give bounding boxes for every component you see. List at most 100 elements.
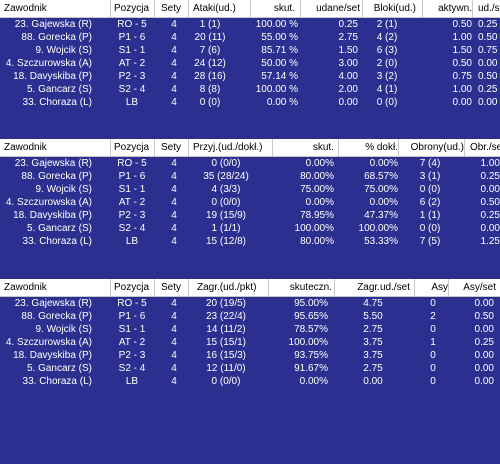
column-separator[interactable] (338, 139, 339, 156)
value-cell: 6 (2) (419, 197, 441, 208)
sets-cell: 4 (171, 350, 177, 361)
column-separator[interactable] (110, 0, 111, 17)
col-ataki-header[interactable]: Ataki(ud.) (193, 3, 236, 14)
value-cell: 80.00% (300, 236, 334, 247)
table-row[interactable]: 23. Gajewska (R) RO - 5 4 0 (0/0) 0.00% 0.00%… (0, 157, 500, 170)
player-name-cell: 88. Gorecka (P) (21, 171, 92, 182)
value-cell: 2 (1) (376, 19, 398, 30)
table-row[interactable]: 4. Szczurowska (A) AT - 2 4 24 (12) 50.00 % 3… (0, 57, 500, 70)
col-sety-header[interactable]: Sety (161, 3, 182, 14)
value-cell: 35 (28/24) (203, 171, 249, 182)
table-row[interactable]: 88. Gorecka (P) P1 - 6 4 23 (22/4) 95.65% 5.5… (0, 310, 500, 323)
col-dokl-header[interactable]: % dokł. (365, 142, 398, 153)
table-row[interactable]: 18. Davyskiba (P) P2 - 3 4 19 (15/9) 78.95% 4… (0, 209, 500, 222)
table-row[interactable]: 33. Choraza (L) LB 4 15 (12/8) 80.00% 53.33% 7… (0, 235, 500, 248)
column-separator[interactable] (154, 0, 155, 17)
value-cell: 0.00 (474, 376, 494, 387)
value-cell: 7 (4) (419, 158, 441, 169)
table-row[interactable]: 88. Gorecka (P) P1 - 6 4 35 (28/24) 80.00% 68… (0, 170, 500, 183)
col-obrony-header[interactable]: Obrony(ud.) (410, 142, 464, 153)
column-separator[interactable] (362, 0, 363, 17)
table-row[interactable]: 4. Szczurowska (A) AT - 2 4 15 (15/1) 100.00… (0, 336, 500, 349)
table-row[interactable]: 5. Gancarz (S) S2 - 4 4 12 (11/0) 91.67% 2.75… (0, 362, 500, 375)
table-row[interactable]: 18. Davyskiba (P) P2 - 3 4 16 (15/3) 93.75% 3… (0, 349, 500, 362)
column-separator[interactable] (268, 279, 269, 296)
table-row[interactable]: 9. Wojcik (S) S1 - 1 4 7 (6) 85.71 % 1.50 6 (3… (0, 44, 500, 57)
col-zawodnik-header[interactable]: Zawodnik (4, 142, 47, 153)
value-cell: 0 (0) (419, 223, 441, 234)
table-row[interactable]: 88. Gorecka (P) P1 - 6 4 20 (11) 55.00 % 2.75… (0, 31, 500, 44)
col-zagr-set-header[interactable]: Zagr.ud./set (357, 282, 410, 293)
table-row[interactable]: 33. Choraza (L) LB 4 0 (0/0) 0.00% 0.00 0 0.00 (0, 375, 500, 388)
column-separator[interactable] (110, 279, 111, 296)
table-row[interactable]: 23. Gajewska (R) RO - 5 4 1 (1) 100.00 % 0.25… (0, 18, 500, 31)
position-cell: S2 - 4 (118, 84, 146, 95)
sets-cell: 4 (171, 71, 177, 82)
value-cell: 1.50 (338, 45, 358, 56)
value-cell: 47.37% (364, 210, 398, 221)
value-cell: 0 (0) (199, 97, 221, 108)
column-separator[interactable] (334, 279, 335, 296)
col-pozycja-header[interactable]: Pozycja (114, 3, 150, 14)
table-row[interactable]: 33. Choraza (L) LB 4 0 (0) 0.00 % 0.00 0 (0) 0.… (0, 96, 500, 109)
column-separator[interactable] (448, 279, 449, 296)
column-separator[interactable] (398, 139, 399, 156)
value-cell: 57.14 % (261, 71, 298, 82)
col-udane-set-header[interactable]: udane/set (316, 3, 360, 14)
col-zawodnik-header[interactable]: Zawodnik (4, 3, 47, 14)
column-separator[interactable] (250, 0, 251, 17)
col-bloki-header[interactable]: Bloki(ud.) (373, 3, 416, 14)
column-separator[interactable] (188, 279, 189, 296)
column-separator[interactable] (154, 279, 155, 296)
col-sety-header[interactable]: Sety (161, 142, 182, 153)
value-cell: 5.50 (363, 311, 383, 322)
col-zawodnik-header[interactable]: Zawodnik (4, 282, 47, 293)
column-separator[interactable] (464, 139, 465, 156)
sets-cell: 4 (171, 298, 177, 309)
sets-cell: 4 (171, 84, 177, 95)
col-asy-header[interactable]: Asy (431, 282, 448, 293)
column-separator[interactable] (422, 0, 423, 17)
value-cell: 0.00% (299, 376, 328, 387)
value-cell: 28 (16) (194, 71, 226, 82)
col-sety-header[interactable]: Sety (161, 282, 182, 293)
table-row[interactable]: 9. Wojcik (S) S1 - 1 4 4 (3/3) 75.00% 75.00% 0… (0, 183, 500, 196)
column-separator[interactable] (188, 0, 189, 17)
table-row[interactable]: 5. Gancarz (S) S2 - 4 4 8 (8) 100.00 % 2.00 4 … (0, 83, 500, 96)
value-cell: 100.00 % (255, 84, 298, 95)
table-row[interactable]: 4. Szczurowska (A) AT - 2 4 0 (0/0) 0.00% 0.0… (0, 196, 500, 209)
column-separator[interactable] (414, 279, 415, 296)
col-ud-set-header[interactable]: ud./set (478, 3, 500, 14)
player-name-cell: 23. Gajewska (R) (14, 298, 92, 309)
value-cell: 0.75 (478, 45, 498, 56)
player-name-cell: 9. Wojcik (S) (35, 324, 93, 335)
table-row[interactable]: 18. Davyskiba (P) P2 - 3 4 28 (16) 57.14 % 4.… (0, 70, 500, 83)
value-cell: 0 (430, 350, 436, 361)
col-skut-header[interactable]: skut. (273, 3, 295, 14)
column-separator[interactable] (188, 139, 189, 156)
column-separator[interactable] (154, 139, 155, 156)
col-obr-set-header[interactable]: Obr./set (470, 142, 500, 153)
column-separator[interactable] (272, 139, 273, 156)
col-pozycja-header[interactable]: Pozycja (114, 282, 150, 293)
col-aktywn-header[interactable]: aktywn. (438, 3, 472, 14)
col-zagr-header[interactable]: Zagr.(ud./pkt) (197, 282, 257, 293)
col-asy-set-header[interactable]: Asy/set (463, 282, 496, 293)
column-separator[interactable] (472, 0, 473, 17)
player-name-cell: 23. Gajewska (R) (14, 19, 92, 30)
column-separator[interactable] (110, 139, 111, 156)
serve-table: Zawodnik Pozycja Sety Zagr.(ud./pkt) skutecz… (0, 279, 500, 388)
value-cell: 2.75 (363, 363, 383, 374)
col-skut-header[interactable]: skut. (312, 142, 334, 153)
col-skuteczn-header[interactable]: skuteczn. (289, 282, 332, 293)
sets-cell: 4 (171, 363, 177, 374)
col-pozycja-header[interactable]: Pozycja (114, 142, 150, 153)
table-row[interactable]: 9. Wojcik (S) S1 - 1 4 14 (11/2) 78.57% 2.75 0… (0, 323, 500, 336)
table-row[interactable]: 23. Gajewska (R) RO - 5 4 20 (19/5) 95.00% 4.… (0, 297, 500, 310)
col-przyj-header[interactable]: Przyj.(ud./dokł.) (193, 142, 263, 153)
position-cell: P1 - 6 (118, 32, 146, 43)
table-row[interactable]: 5. Gancarz (S) S2 - 4 4 1 (1/1) 100.00% 100.0… (0, 222, 500, 235)
column-separator[interactable] (300, 0, 301, 17)
player-name-cell: 5. Gancarz (S) (26, 363, 92, 374)
value-cell: 0.00 % (266, 97, 298, 108)
